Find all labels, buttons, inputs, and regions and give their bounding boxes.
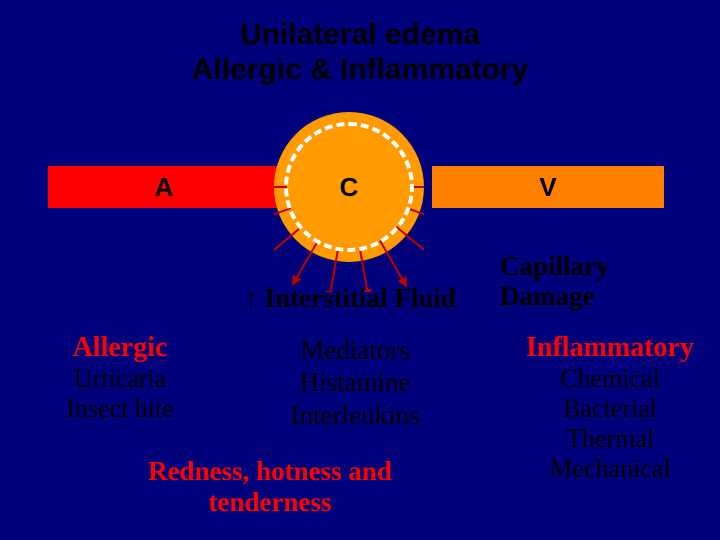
- mediators-l1: Mediators: [230, 334, 480, 366]
- redness-l1: Redness, hotness and: [80, 456, 460, 487]
- allergic-block: Allergic Urticaria Insect bite: [40, 332, 200, 424]
- mediators-l2: Histamine: [230, 366, 480, 398]
- title-line-1: Unilateral edema: [0, 18, 720, 53]
- redness-label: Redness, hotness and tenderness: [80, 456, 460, 518]
- mediators-l3: Interleukins: [230, 399, 480, 431]
- inflammatory-block: Inflammatory Chemical Bacterial Thermal …: [500, 332, 720, 484]
- interstitial-fluid-label: ↑ Interstitial Fluid: [200, 283, 500, 314]
- band-a: A: [48, 166, 280, 208]
- capillary-label: C: [274, 166, 424, 208]
- mediators-block: Mediators Histamine Interleukins: [230, 334, 480, 431]
- band-v: V: [432, 166, 664, 208]
- allergic-heading: Allergic: [40, 332, 200, 364]
- redness-l2: tenderness: [80, 487, 460, 518]
- allergic-item-0: Urticaria: [40, 364, 200, 394]
- title-line-2: Allergic & Inflammatory: [0, 53, 720, 88]
- c-letter: C: [340, 172, 359, 202]
- band-a-label: A: [155, 172, 174, 202]
- inflam-item-1: Bacterial: [500, 394, 720, 424]
- allergic-item-1: Insect bite: [40, 394, 200, 424]
- slide-title: Unilateral edema Allergic & Inflammatory: [0, 18, 720, 87]
- capdmg-l2: Damage: [500, 282, 710, 312]
- inflam-item-3: Mechanical: [500, 454, 720, 484]
- capdmg-l1: Capillary: [500, 252, 710, 282]
- inflam-item-0: Chemical: [500, 364, 720, 394]
- band-v-label: V: [539, 172, 556, 202]
- inflammatory-heading: Inflammatory: [500, 332, 720, 364]
- inflam-item-2: Thermal: [500, 424, 720, 454]
- capillary-damage-label: Capillary Damage: [500, 252, 710, 311]
